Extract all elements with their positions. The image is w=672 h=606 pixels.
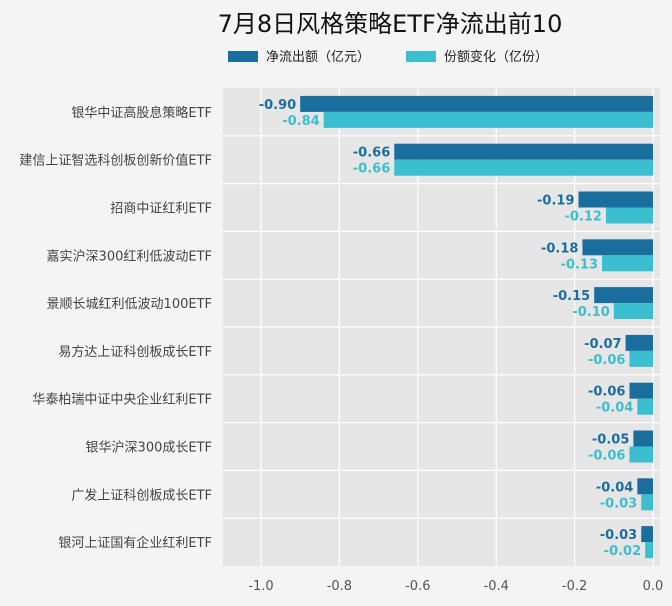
bar-s0-0 xyxy=(300,95,653,112)
value-label-s1-9: -0.02 xyxy=(604,544,641,559)
legend-label-net-outflow: 净流出额（亿元） xyxy=(266,50,370,65)
category-label-9: 银河上证国有企业红利ETF xyxy=(58,535,212,551)
value-label-s1-2: -0.12 xyxy=(564,210,601,225)
value-label-s0-0: -0.90 xyxy=(259,98,296,113)
bar-s1-2 xyxy=(605,207,653,224)
value-label-s0-5: -0.07 xyxy=(584,337,621,352)
value-label-s1-0: -0.84 xyxy=(282,114,319,129)
value-label-s1-8: -0.03 xyxy=(600,496,637,511)
value-label-s0-7: -0.05 xyxy=(592,433,629,448)
x-tick-label-0: -1.0 xyxy=(248,579,273,594)
value-label-s1-6: -0.04 xyxy=(596,401,633,416)
value-label-s0-3: -0.18 xyxy=(541,241,578,256)
x-tick-label-4: -0.2 xyxy=(562,579,587,594)
bar-s0-9 xyxy=(641,526,653,543)
category-labels: 银华中证高股息策略ETF 建信上证智选科创板创新价值ETF 招商中证红利ETF 嘉实沪… xyxy=(19,105,212,551)
category-label-4: 景顺长城红利低波动100ETF xyxy=(47,296,212,312)
value-label-s0-1: -0.66 xyxy=(353,146,390,161)
value-label-s1-1: -0.66 xyxy=(353,162,390,177)
category-label-6: 华泰柏瑞中证中央企业红利ETF xyxy=(32,392,212,408)
bar-s1-5 xyxy=(629,350,653,367)
bars xyxy=(300,95,653,559)
value-label-s1-5: -0.06 xyxy=(588,353,625,368)
value-label-s0-2: -0.19 xyxy=(537,194,574,209)
bar-s0-7 xyxy=(633,430,653,447)
x-tick-label-3: -0.4 xyxy=(484,579,509,594)
value-label-s0-9: -0.03 xyxy=(600,528,637,543)
bar-s1-7 xyxy=(629,446,653,463)
bar-s1-1 xyxy=(394,159,653,176)
legend: 净流出额（亿元） 份额变化（亿份） xyxy=(228,49,548,65)
x-tick-label-2: -0.6 xyxy=(405,579,430,594)
value-label-s0-4: -0.15 xyxy=(553,289,590,304)
category-label-7: 银华沪深300成长ETF xyxy=(86,440,212,456)
chart-title: 7月8日风格策略ETF净流出前10 xyxy=(218,10,563,38)
bar-s1-8 xyxy=(641,494,653,511)
bar-s1-0 xyxy=(323,111,653,128)
bar-s0-6 xyxy=(629,382,653,399)
bar-s0-1 xyxy=(394,143,653,160)
category-label-5: 易方达上证科创板成长ETF xyxy=(58,344,212,360)
x-tick-label-1: -0.8 xyxy=(327,579,352,594)
value-label-s1-7: -0.06 xyxy=(588,449,625,464)
category-label-2: 招商中证红利ETF xyxy=(110,201,212,217)
bar-s1-4 xyxy=(613,303,653,320)
value-labels: -0.90-0.84 -0.66-0.66 -0.19-0.12 -0.18-0.13… xyxy=(259,98,641,559)
bar-s0-8 xyxy=(637,478,653,495)
category-label-3: 嘉实沪深300红利低波动ETF xyxy=(47,248,212,264)
bar-s1-6 xyxy=(637,398,653,415)
bar-s1-9 xyxy=(645,542,653,559)
legend-swatch-share-change xyxy=(406,51,436,62)
legend-swatch-net-outflow xyxy=(228,51,258,62)
category-label-1: 建信上证智选科创板创新价值ETF xyxy=(19,153,212,169)
bar-s0-3 xyxy=(582,239,653,256)
x-tick-labels: -1.0 -0.8 -0.6 -0.4 -0.2 0.0 xyxy=(248,579,663,594)
legend-label-share-change: 份额变化（亿份） xyxy=(444,49,548,65)
x-tick-label-5: 0.0 xyxy=(643,579,664,594)
bar-s0-2 xyxy=(578,191,653,208)
category-label-0: 银华中证高股息策略ETF xyxy=(71,105,212,121)
value-label-s0-8: -0.04 xyxy=(596,480,633,495)
value-label-s1-3: -0.13 xyxy=(561,257,598,272)
bar-s0-4 xyxy=(594,287,653,304)
bar-s0-5 xyxy=(625,334,653,351)
value-label-s0-6: -0.06 xyxy=(588,385,625,400)
bar-s1-3 xyxy=(602,255,653,272)
category-label-8: 广发上证科创板成长ETF xyxy=(71,487,212,503)
value-label-s1-4: -0.10 xyxy=(572,305,609,320)
